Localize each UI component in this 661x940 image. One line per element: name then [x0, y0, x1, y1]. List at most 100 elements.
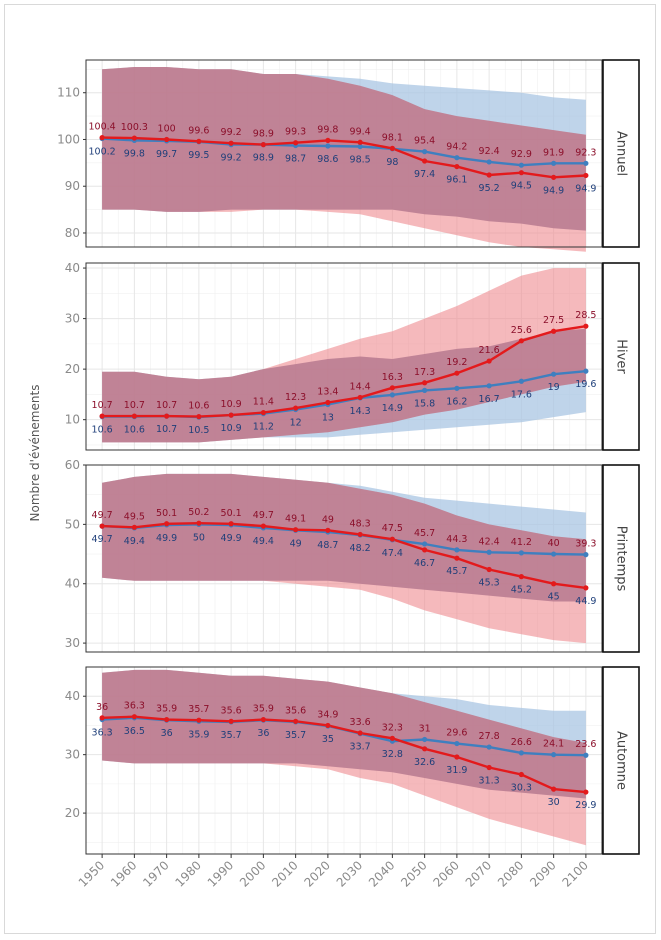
red-data-label: 35.6: [221, 705, 242, 716]
blue-data-label: 35.7: [221, 730, 242, 741]
blue-data-label: 99.2: [221, 153, 242, 164]
blue-point: [486, 744, 492, 750]
blue-data-label: 94.9: [543, 185, 564, 196]
blue-point: [454, 740, 460, 747]
red-data-label: 99.6: [188, 125, 209, 136]
red-data-label: 14.4: [350, 381, 371, 392]
red-data-label: 92.9: [511, 149, 532, 160]
y-tick-label: 30: [65, 748, 80, 762]
red-point: [454, 555, 460, 561]
blue-data-label: 44.9: [575, 596, 596, 607]
blue-data-label: 98.9: [253, 153, 274, 164]
red-data-label: 10.7: [156, 400, 177, 411]
y-tick-label: 90: [65, 179, 80, 193]
x-tick-label: 2040: [366, 858, 397, 889]
red-point: [293, 718, 299, 724]
x-tick-label: 1970: [140, 858, 171, 889]
red-data-label: 10.6: [188, 401, 209, 412]
blue-data-label: 49.4: [253, 536, 274, 547]
blue-point: [518, 378, 524, 384]
blue-data-label: 14.3: [350, 406, 371, 417]
blue-data-label: 19.6: [575, 379, 596, 390]
red-data-label: 100: [158, 123, 176, 134]
red-data-label: 50.2: [188, 507, 209, 518]
red-data-label: 100.3: [121, 122, 148, 133]
x-tick-label: 2080: [495, 858, 526, 889]
red-data-label: 21.6: [479, 345, 500, 356]
red-data-label: 19.2: [446, 357, 467, 368]
blue-data-label: 13: [322, 413, 334, 424]
red-point: [99, 135, 105, 141]
red-point: [357, 139, 363, 145]
red-data-label: 45.7: [414, 528, 435, 539]
red-series-line: [102, 715, 587, 794]
panels: 80 90 100 110 100.4 100.3 100 99.6 99.2 98.9 99.3 9…: [57, 59, 640, 855]
blue-data-label: 19: [548, 382, 560, 393]
facet-strip-label: Printemps: [614, 526, 629, 592]
panel-printemps: 30 40 50 60 49.7 49.5 50.1 50.2 50.1 49.7 49.1 49 48…: [65, 458, 640, 653]
band-overlap: [102, 328, 586, 443]
red-point: [228, 521, 234, 527]
red-data-label: 12.3: [285, 392, 306, 403]
red-data-label: 32.3: [382, 722, 403, 733]
red-point: [583, 789, 589, 795]
red-point: [164, 136, 170, 143]
band-overlap: [102, 473, 586, 602]
red-point: [196, 138, 202, 144]
red-data-label: 17.3: [414, 367, 435, 378]
panel-border: [85, 262, 603, 451]
red-data-label: 92.3: [575, 147, 596, 158]
red-point: [99, 413, 105, 419]
red-point: [454, 163, 460, 170]
red-point: [357, 394, 363, 401]
x-tick-label: 2100: [559, 858, 590, 889]
x-tick-label: 2050: [398, 858, 429, 889]
red-data-label: 33.6: [350, 717, 371, 728]
red-data-label: 35.9: [156, 704, 177, 715]
x-tick-label: 1960: [108, 858, 139, 889]
blue-data-label: 49.9: [156, 533, 177, 544]
facet-strip-label: Annuel: [614, 131, 629, 176]
red-data-label: 48.3: [350, 518, 371, 529]
blue-point: [551, 160, 557, 166]
y-tick-label: 40: [65, 261, 80, 275]
red-point: [389, 536, 395, 542]
band-overlap: [102, 669, 586, 799]
blue-point: [486, 159, 492, 165]
red-point: [551, 328, 557, 334]
blue-data-label: 98.6: [317, 154, 338, 165]
blue-point: [551, 371, 557, 377]
red-data-label: 11.4: [253, 397, 274, 408]
red-data-label: 29.6: [446, 728, 467, 739]
red-point: [518, 338, 524, 344]
blue-point: [325, 143, 331, 149]
blue-point: [583, 160, 589, 166]
panel-hiver: 10 20 30 40 10.7 10.7 10.7 10.6 10.9 11.4 12.3 13.4…: [65, 261, 640, 451]
blue-point: [422, 736, 428, 743]
blue-data-label: 31.3: [479, 776, 500, 787]
blue-point: [422, 387, 428, 393]
facet-strip-label: Hiver: [614, 339, 629, 374]
blue-point: [357, 143, 363, 150]
red-data-label: 36: [96, 702, 108, 713]
blue-data-label: 29.9: [575, 800, 596, 811]
red-point: [389, 145, 395, 151]
blue-data-label: 31.9: [446, 765, 467, 776]
red-data-label: 99.3: [285, 127, 306, 138]
red-data-label: 31: [419, 723, 431, 734]
red-data-label: 36.3: [124, 701, 145, 712]
red-point: [228, 718, 234, 724]
blue-data-label: 47.4: [382, 548, 403, 559]
blue-data-label: 99.8: [124, 148, 145, 159]
red-data-label: 10.7: [124, 400, 145, 411]
y-tick-label: 60: [65, 458, 80, 472]
facet-strip: [602, 262, 640, 451]
red-series-line: [102, 136, 586, 179]
y-tick-label: 30: [65, 636, 80, 650]
blue-data-label: 30.3: [511, 783, 532, 794]
red-data-label: 92.4: [479, 146, 500, 157]
red-data-label: 13.4: [317, 386, 338, 397]
red-data-label: 27.8: [479, 731, 500, 742]
red-point: [293, 405, 299, 411]
red-uncertainty-band: [102, 473, 586, 644]
